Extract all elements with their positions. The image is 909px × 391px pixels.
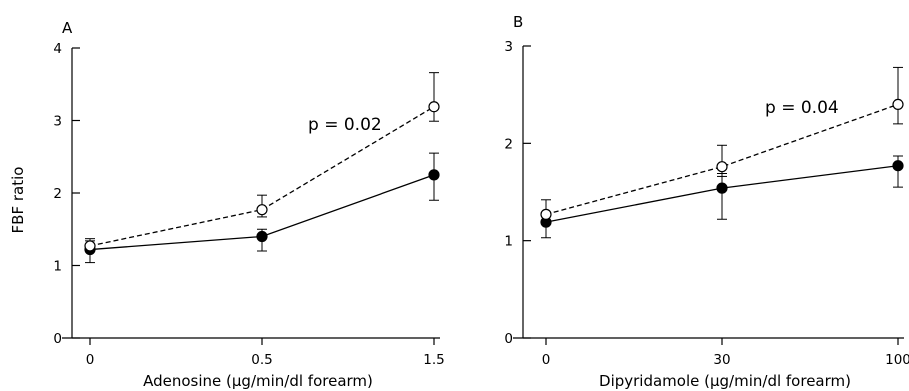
panel-a-y-tick-label: 0 — [53, 331, 62, 347]
panel-a-p-value: p = 0.02 — [308, 115, 382, 135]
panel-b-x-axis-title: Dipyridamole (μg/min/dl forearm) — [599, 372, 851, 390]
panel-a-y-tick-label: 2 — [53, 186, 62, 202]
panel-b-x-tick-label: 30 — [713, 352, 730, 368]
panel-a-y-tick-label: 4 — [53, 41, 62, 57]
panel-a-point-filled — [428, 169, 440, 181]
panel-a-x-tick-label: 0 — [86, 352, 95, 368]
panel-a-letter: A — [62, 19, 73, 37]
panel-b-x-tick-label: 100 — [885, 352, 909, 368]
panel-a-series-open-line — [89, 106, 435, 247]
panel-b: B Dipyridamole (μg/min/dl forearm) p = 0… — [504, 13, 909, 390]
panel-b-x-tick-label: 0 — [542, 352, 551, 368]
panel-b-letter: B — [513, 13, 523, 31]
panel-a-x-tick-label: 0.5 — [251, 352, 272, 368]
panel-a-plot: 0 1 2 3 4 0 0.5 1.5 — [53, 41, 444, 368]
panel-a-point-filled — [256, 230, 268, 243]
panel-a: A FBF ratio Adenosine (μg/min/dl forearm… — [9, 19, 445, 390]
panel-b-point-open — [892, 98, 904, 111]
panel-a-x-axis-title: Adenosine (μg/min/dl forearm) — [143, 372, 373, 390]
panel-b-y-tick-label: 3 — [504, 39, 513, 55]
panel-b-point-open — [716, 161, 728, 173]
panel-a-point-open — [84, 240, 96, 252]
panel-a-y-tick-label: 3 — [53, 114, 62, 130]
panel-a-x-tick-label: 1.5 — [423, 352, 444, 368]
panel-b-point-open — [540, 208, 552, 220]
panel-b-y-tick-label: 0 — [504, 331, 513, 347]
panel-b-y-tick-label: 1 — [504, 234, 513, 250]
panel-a-point-open — [428, 101, 440, 113]
panel-b-point-filled — [892, 160, 904, 172]
panel-b-y-tick-label: 2 — [504, 136, 513, 152]
panel-b-p-value: p = 0.04 — [765, 98, 839, 118]
panel-a-y-tick-label: 1 — [53, 259, 62, 275]
panel-b-point-filled — [716, 182, 728, 194]
panel-b-series-open-line — [545, 103, 899, 216]
panel-a-point-open — [256, 204, 268, 216]
panel-a-y-axis-title: FBF ratio — [9, 167, 27, 234]
